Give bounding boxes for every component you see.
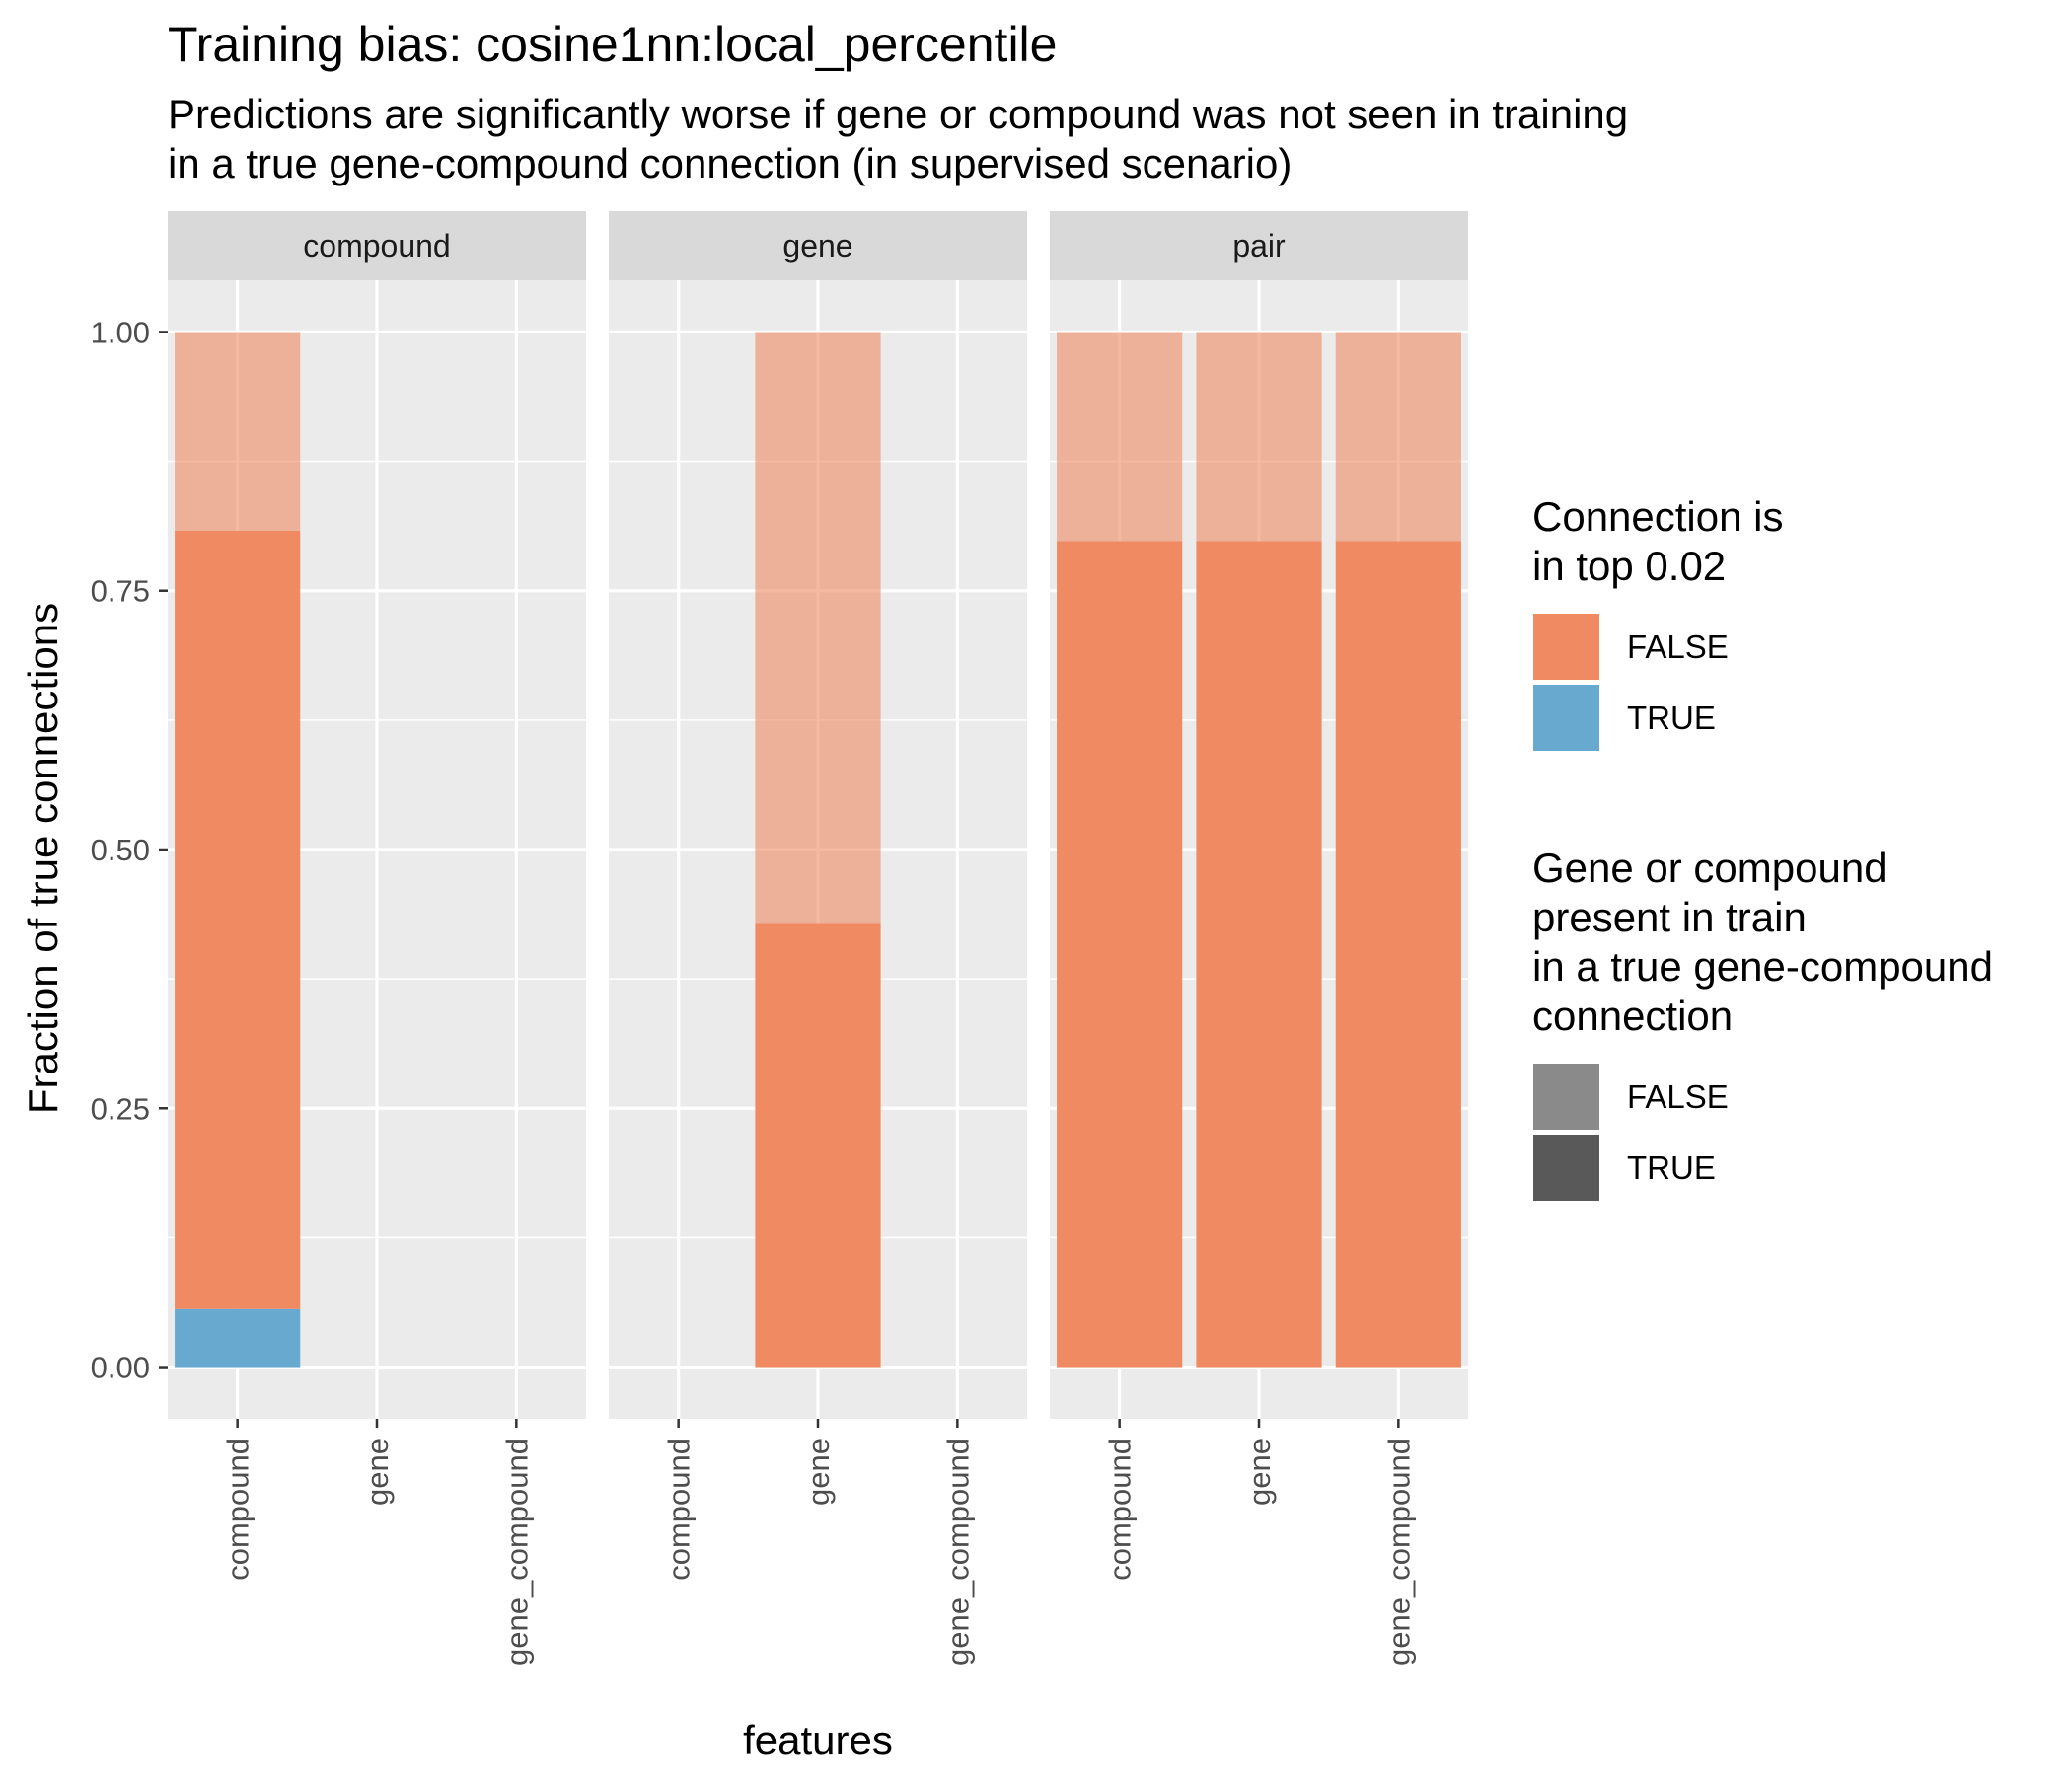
legend-title-line: present in train — [1532, 894, 1807, 940]
bar-segment — [175, 332, 301, 531]
chart-title: Training bias: cosine1nn:local_percentil… — [168, 17, 1057, 72]
facet-panel-gene: gene compound gene gene_compound — [609, 211, 1027, 1665]
y-axis-title: Fraction of true connections — [20, 603, 66, 1114]
x-tick-label: gene — [801, 1438, 836, 1506]
legend-key-true — [1531, 1133, 1601, 1203]
bar-segment — [1196, 541, 1322, 1368]
y-tick-label: 1.00 — [91, 315, 150, 349]
y-tick-label: 0.00 — [91, 1351, 150, 1385]
bar-segment — [1057, 332, 1183, 542]
facet-strip-compound — [168, 211, 586, 280]
bar-segment — [1335, 541, 1461, 1368]
legend-label: FALSE — [1627, 1078, 1729, 1115]
legend-title-line: Connection is — [1532, 493, 1783, 540]
x-tick-label: gene_compound — [499, 1438, 534, 1665]
facet-strip-label-compound: compound — [303, 228, 450, 263]
legend-label: TRUE — [1627, 700, 1716, 736]
legend-title-line: in a true gene-compound — [1532, 943, 1993, 990]
facet-strip-label-gene: gene — [782, 228, 852, 263]
bar-segment — [1196, 332, 1322, 542]
bar-segment — [175, 1308, 301, 1368]
y-tick-label: 0.50 — [91, 833, 150, 867]
chart-subtitle-line-1: Predictions are significantly worse if g… — [168, 91, 1628, 137]
facet-panel-pair: pair compound gene gene_compound — [1050, 211, 1468, 1665]
y-tick-label: 0.75 — [91, 574, 150, 609]
legend-title-line: Gene or compound — [1532, 845, 1887, 891]
bar-segment — [1057, 541, 1183, 1368]
legend-label: TRUE — [1627, 1149, 1716, 1186]
x-axis-title: features — [743, 1717, 893, 1763]
x-tick-label: gene_compound — [940, 1438, 975, 1665]
x-tick-label: compound — [662, 1438, 697, 1581]
bar-segment — [175, 530, 301, 1309]
x-tick-label: gene — [1242, 1438, 1277, 1506]
facet-strip-pair — [1050, 211, 1468, 280]
y-axis: 0.00 0.25 0.50 0.75 1.00 — [91, 315, 168, 1385]
bar-segment — [755, 332, 881, 924]
x-tick-label: compound — [221, 1438, 256, 1581]
legend-title-line: connection — [1532, 993, 1733, 1039]
y-tick-label: 0.25 — [91, 1091, 150, 1126]
chart-subtitle-line-2: in a true gene-compound connection (in s… — [168, 140, 1292, 186]
facet-strip-label-pair: pair — [1232, 228, 1286, 263]
legend-key-false — [1531, 612, 1601, 682]
bar-segment — [1335, 332, 1461, 542]
legend-title-line: in top 0.02 — [1532, 543, 1726, 589]
x-tick-label: gene — [360, 1438, 395, 1506]
x-tick-label: compound — [1103, 1438, 1138, 1581]
facet-panel-compound: compound compound gene gene_compound — [168, 211, 586, 1665]
legend-label: FALSE — [1627, 629, 1729, 665]
facet-strip-gene — [609, 211, 1027, 280]
legend-key-true — [1531, 683, 1601, 753]
legend-key-false — [1531, 1062, 1601, 1132]
x-tick-label: gene_compound — [1381, 1438, 1416, 1665]
bar-segment — [755, 923, 881, 1368]
